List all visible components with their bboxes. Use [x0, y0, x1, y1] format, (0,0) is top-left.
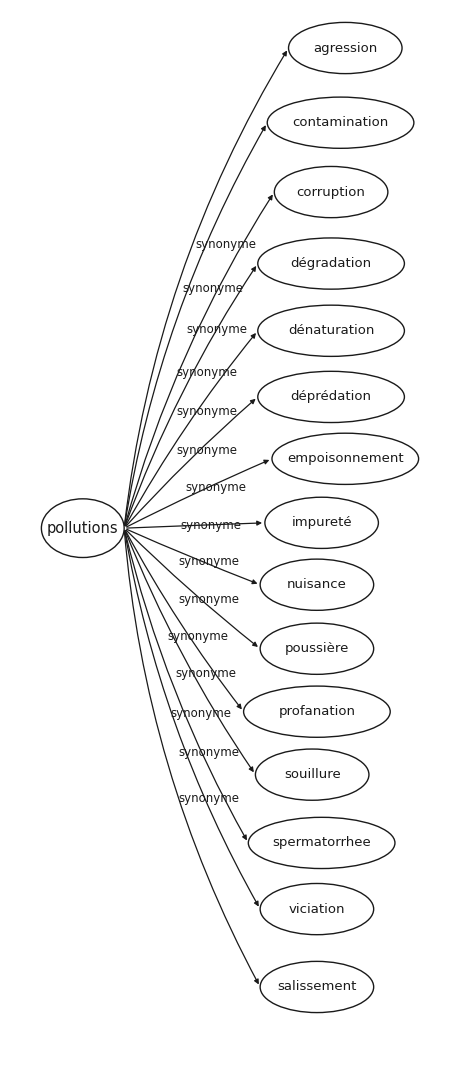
- Ellipse shape: [258, 371, 404, 423]
- FancyArrowPatch shape: [125, 530, 241, 708]
- Text: nuisance: nuisance: [287, 578, 347, 591]
- FancyArrowPatch shape: [126, 530, 257, 647]
- FancyArrowPatch shape: [124, 126, 265, 525]
- FancyArrowPatch shape: [127, 460, 268, 527]
- Text: synonyme: synonyme: [187, 323, 248, 336]
- Text: déprédation: déprédation: [290, 391, 372, 403]
- Ellipse shape: [258, 238, 404, 289]
- FancyArrowPatch shape: [127, 521, 261, 528]
- Text: profanation: profanation: [279, 705, 355, 718]
- Text: spermatorrhee: spermatorrhee: [272, 837, 371, 849]
- FancyArrowPatch shape: [126, 400, 254, 526]
- Text: synonyme: synonyme: [171, 707, 232, 720]
- Text: synonyme: synonyme: [176, 405, 237, 418]
- Ellipse shape: [260, 559, 374, 610]
- Text: synonyme: synonyme: [181, 519, 242, 531]
- FancyArrowPatch shape: [125, 334, 255, 526]
- FancyArrowPatch shape: [125, 531, 246, 840]
- Text: synonyme: synonyme: [178, 593, 239, 606]
- FancyArrowPatch shape: [125, 531, 258, 906]
- Text: synonyme: synonyme: [178, 747, 239, 760]
- Text: agression: agression: [313, 42, 377, 54]
- Ellipse shape: [248, 817, 395, 869]
- Text: pollutions: pollutions: [47, 521, 119, 536]
- FancyArrowPatch shape: [127, 529, 256, 584]
- Text: souillure: souillure: [284, 768, 341, 781]
- Ellipse shape: [260, 961, 374, 1013]
- Text: synonyme: synonyme: [175, 667, 236, 680]
- Text: viciation: viciation: [289, 903, 345, 915]
- FancyArrowPatch shape: [124, 531, 258, 984]
- Text: synonyme: synonyme: [195, 238, 256, 252]
- Text: synonyme: synonyme: [176, 444, 237, 458]
- Text: salissement: salissement: [277, 981, 357, 993]
- Text: synonyme: synonyme: [183, 283, 244, 296]
- Text: synonyme: synonyme: [185, 481, 246, 494]
- Text: synonyme: synonyme: [178, 793, 239, 806]
- FancyArrowPatch shape: [125, 195, 272, 525]
- Ellipse shape: [267, 97, 414, 148]
- Ellipse shape: [42, 499, 124, 557]
- Text: contamination: contamination: [292, 116, 389, 129]
- FancyArrowPatch shape: [124, 51, 286, 525]
- FancyArrowPatch shape: [125, 530, 253, 771]
- Ellipse shape: [272, 433, 419, 484]
- Text: empoisonnement: empoisonnement: [287, 452, 403, 465]
- Ellipse shape: [260, 623, 374, 674]
- Text: synonyme: synonyme: [178, 555, 239, 568]
- Ellipse shape: [289, 22, 402, 74]
- Text: synonyme: synonyme: [168, 630, 229, 643]
- Ellipse shape: [265, 497, 378, 548]
- Text: corruption: corruption: [297, 186, 366, 198]
- Text: dégradation: dégradation: [290, 257, 372, 270]
- Text: dénaturation: dénaturation: [288, 324, 374, 337]
- Text: synonyme: synonyme: [176, 366, 237, 379]
- Ellipse shape: [260, 883, 374, 935]
- Text: impureté: impureté: [291, 516, 352, 529]
- Ellipse shape: [258, 305, 404, 356]
- Ellipse shape: [244, 686, 390, 737]
- Text: poussière: poussière: [285, 642, 349, 655]
- FancyArrowPatch shape: [125, 267, 255, 526]
- Ellipse shape: [255, 749, 369, 800]
- Ellipse shape: [274, 166, 388, 218]
